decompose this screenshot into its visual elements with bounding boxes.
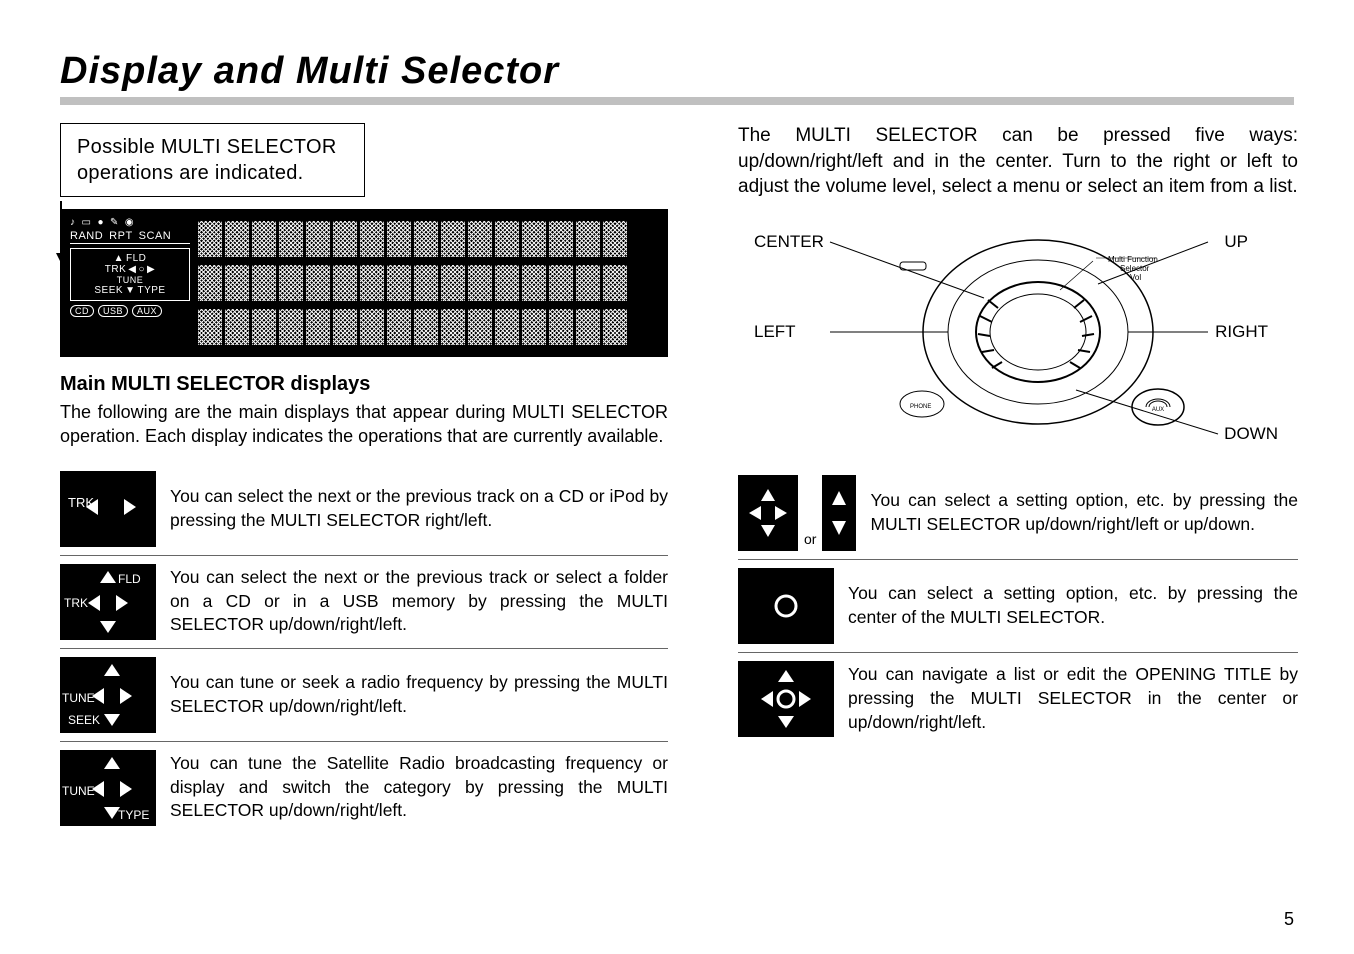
item-trk-lr: TRK You can select the next or the previ…	[60, 463, 668, 556]
tune-seek-icon: TUNE SEEK	[60, 657, 156, 733]
lcd-row-2	[198, 265, 658, 301]
tag-icon: ✎	[110, 217, 119, 228]
note-icon: ♪	[70, 217, 76, 228]
page-number: 5	[1284, 909, 1294, 930]
svg-text:Vol: Vol	[1130, 273, 1141, 282]
item-five-way: You can navigate a list or edit the OPEN…	[738, 653, 1298, 745]
item-trk-fld-text: You can select the next or the previous …	[170, 566, 668, 637]
svg-text:AUX: AUX	[1152, 407, 1164, 413]
center-only-icon	[738, 568, 834, 644]
item-trk-lr-text: You can select the next or the previous …	[170, 485, 668, 532]
lcd-rpt-label: RPT	[109, 230, 133, 242]
left-column: Possible MULTI SELECTOR operations are i…	[60, 123, 668, 834]
lcd-usb-label: USB	[98, 305, 128, 317]
item-fourway-updown: or You can select a setting option, etc.…	[738, 467, 1298, 560]
lcd-type-label: TYPE	[137, 285, 165, 296]
svg-text:TYPE: TYPE	[118, 808, 149, 822]
lcd-row-1	[198, 221, 658, 257]
lcd-rand-label: RAND	[70, 230, 103, 242]
updown-icon	[822, 475, 856, 551]
trk-fld-icon: FLD TRK	[60, 564, 156, 640]
or-label: or	[804, 531, 816, 547]
title-underline	[60, 97, 1294, 105]
fourway-icon	[738, 475, 798, 551]
lcd-left-panel: ♪ ▭ ● ✎ ◉ RAND RPT SCAN ▲FLD TRK ◀ ○	[70, 217, 190, 349]
svg-text:FLD: FLD	[118, 572, 141, 586]
svg-text:TUNE: TUNE	[62, 784, 95, 798]
lcd-cd-label: CD	[70, 305, 94, 317]
lcd-row-3	[198, 309, 658, 345]
lcd-seek-label: SEEK	[94, 285, 123, 296]
lcd-mode-row: RAND RPT SCAN	[70, 230, 190, 244]
dial-up-label: UP	[1224, 232, 1248, 252]
main-heading: Main MULTI SELECTOR displays	[60, 373, 668, 396]
dial-left-label: LEFT	[754, 322, 796, 342]
svg-text:SEEK: SEEK	[68, 713, 100, 727]
content-columns: Possible MULTI SELECTOR operations are i…	[60, 123, 1294, 834]
item-trk-fld: FLD TRK You can select the next or the p…	[60, 556, 668, 649]
folder-icon: ▭	[82, 217, 92, 228]
dial-down-label: DOWN	[1224, 424, 1278, 444]
callout-box: Possible MULTI SELECTOR operations are i…	[60, 123, 365, 197]
item-fiveway-text: You can navigate a list or edit the OPEN…	[848, 663, 1298, 734]
item-center-only: You can select a setting option, etc. by…	[738, 560, 1298, 653]
dial-center-label: CENTER	[754, 232, 824, 252]
right-intro: The MULTI SELECTOR can be pressed five w…	[738, 123, 1298, 200]
svg-text:Selector: Selector	[1120, 264, 1150, 273]
right-column: The MULTI SELECTOR can be pressed five w…	[738, 123, 1298, 834]
down-triangle-icon: ▼	[125, 285, 135, 296]
lcd-character-matrix	[198, 217, 658, 349]
item-tune-type: TUNE TYPE You can tune the Satellite Rad…	[60, 742, 668, 834]
lcd-trk-label: TRK	[105, 264, 127, 275]
disc-icon: ◉	[125, 217, 134, 228]
lcd-aux-label: AUX	[132, 305, 162, 317]
dot-icon: ●	[97, 217, 104, 228]
svg-text:TRK: TRK	[64, 596, 88, 610]
trk-lr-icon: TRK	[60, 471, 156, 547]
lcd-selector-indicator: ▲FLD TRK ◀ ○ ▶ TUNE SEEK ▼ TYPE	[70, 248, 190, 301]
item-tune-type-text: You can tune the Satellite Radio broadca…	[170, 752, 668, 823]
lcd-source-row: CD USB AUX	[70, 305, 190, 317]
up-triangle-icon: ▲	[114, 253, 124, 264]
item-tune-seek: TUNE SEEK You can tune or seek a radio f…	[60, 649, 668, 742]
main-body: The following are the main displays that…	[60, 400, 668, 449]
svg-text:PHONE: PHONE	[910, 404, 931, 410]
callout-arrow-icon	[56, 253, 66, 263]
lcd-tune-label: TUNE	[117, 275, 144, 285]
item-fourway-text: You can select a setting option, etc. by…	[870, 489, 1298, 536]
dial-figure: AUX PHONE Multi Function Selector Vol	[738, 212, 1298, 447]
lcd-status-icons: ♪ ▭ ● ✎ ◉	[70, 217, 190, 228]
five-way-icon	[738, 661, 834, 737]
callout-wrapper: Possible MULTI SELECTOR operations are i…	[60, 123, 668, 197]
lcd-scan-label: SCAN	[139, 230, 172, 242]
callout-leader-line	[60, 201, 62, 259]
item-center-text: You can select a setting option, etc. by…	[848, 582, 1298, 629]
dial-right-label: RIGHT	[1215, 322, 1268, 342]
page-title: Display and Multi Selector	[60, 50, 1294, 93]
lcd-fld-label: FLD	[126, 253, 146, 264]
item-tune-seek-text: You can tune or seek a radio frequency b…	[170, 671, 668, 718]
circle-icon: ○	[138, 264, 145, 275]
fourway-updown-icon-group: or	[738, 475, 856, 551]
svg-text:Multi Function: Multi Function	[1108, 255, 1158, 264]
right-triangle-icon: ▶	[147, 264, 155, 275]
tune-type-icon: TUNE TYPE	[60, 750, 156, 826]
left-triangle-icon: ◀	[128, 264, 136, 275]
svg-text:TUNE: TUNE	[62, 691, 95, 705]
lcd-display: ♪ ▭ ● ✎ ◉ RAND RPT SCAN ▲FLD TRK ◀ ○	[60, 209, 668, 357]
